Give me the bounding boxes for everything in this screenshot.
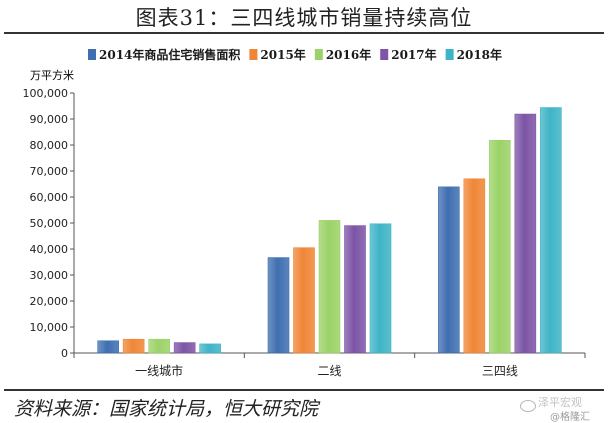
y-tick-label-10: 100,000 [23, 87, 69, 100]
source-note: 资料来源：国家统计局，恒大研究院 [14, 398, 319, 420]
bar-0-4 [199, 343, 221, 354]
legend-label-4: 2018年 [457, 47, 502, 62]
legend-label-0: 2014年商品住宅销售面积 [99, 47, 240, 62]
legend-swatch-3 [380, 49, 389, 60]
bar-0-2 [148, 338, 170, 354]
title-divider [4, 32, 604, 34]
y-tick-label-7: 70,000 [30, 165, 69, 178]
watermark: 泽平宏观 @格隆汇 [520, 394, 606, 423]
footer-divider [4, 389, 604, 391]
legend-swatch-4 [445, 49, 454, 60]
bars-group [97, 107, 562, 354]
bar-1-0 [267, 257, 290, 354]
category-label-2: 三四线 [482, 364, 518, 378]
legend-swatch-1 [249, 49, 258, 60]
chart-legend: 2014年商品住宅销售面积 2015年 2016年 2017年 2018年 [88, 47, 502, 62]
watermark-line2: @格隆汇 [550, 412, 590, 423]
bar-1-1 [293, 247, 315, 354]
legend-label-2: 2016年 [326, 47, 371, 62]
y-tick-label-1: 10,000 [30, 321, 69, 334]
page-title: 图表31：三四线城市销量持续高位 [135, 6, 473, 30]
y-axis: 0 10,000 20,000 30,000 40,000 50,000 60,000 70,… [23, 87, 75, 360]
bar-1-3 [344, 225, 366, 354]
y-tick-label-2: 20,000 [30, 295, 69, 308]
y-axis-label: 万平方米 [30, 68, 74, 82]
bar-2-1 [463, 178, 486, 354]
legend-swatch-2 [314, 49, 323, 60]
y-tick-label-9: 90,000 [30, 113, 69, 126]
bar-2-2 [489, 140, 511, 354]
legend-label-3: 2017年 [391, 47, 436, 62]
bar-0-1 [122, 338, 145, 354]
legend-label-1: 2015年 [260, 47, 305, 62]
bar-2-0 [438, 186, 460, 354]
bar-0-3 [173, 342, 196, 354]
wechat-logo-icon [520, 400, 536, 412]
bar-2-3 [514, 113, 537, 354]
y-tick-label-6: 60,000 [30, 191, 69, 204]
bar-0-0 [97, 340, 119, 354]
bar-1-4 [369, 223, 392, 354]
category-label-0: 一线城市 [135, 363, 183, 378]
y-tick-label-0: 0 [61, 347, 68, 360]
y-tick-label-8: 80,000 [30, 139, 69, 152]
category-label-1: 二线 [317, 364, 341, 378]
watermark-line1: 泽平宏观 [538, 396, 582, 409]
bar-2-4 [540, 107, 562, 354]
x-axis: 一线城市 二线 三四线 [73, 352, 586, 378]
legend-swatch-0 [88, 49, 96, 60]
y-tick-label-3: 30,000 [30, 269, 69, 282]
y-tick-label-5: 50,000 [30, 217, 69, 230]
bar-1-2 [318, 220, 341, 354]
y-tick-label-4: 40,000 [30, 243, 69, 256]
bar-chart: 2014年商品住宅销售面积 2015年 2016年 2017年 2018年 万平方米 0… [23, 47, 586, 378]
